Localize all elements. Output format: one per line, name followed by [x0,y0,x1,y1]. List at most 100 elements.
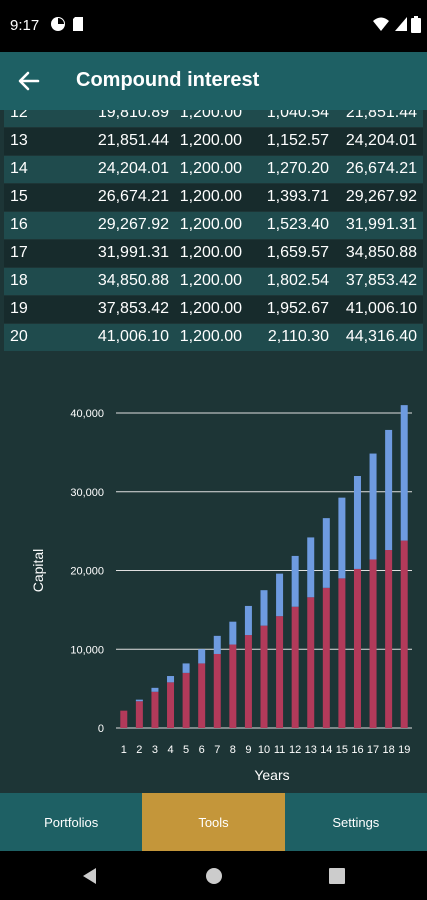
bar-series-0 [276,616,284,728]
tab-portfolios[interactable]: Portfolios [0,793,143,851]
bar-series-1 [307,537,315,598]
x-tick-label: 13 [305,744,317,756]
tab-settings-label: Settings [332,814,380,830]
x-tick-label: 2 [136,744,142,756]
table-cell: 2,110.30 [267,328,329,345]
bar-series-1 [338,497,346,579]
x-tick-label: 9 [245,744,251,756]
bar-series-0 [338,578,346,728]
tab-settings[interactable]: Settings [284,793,427,851]
table-cell: 1,393.71 [266,188,329,205]
x-tick-label: 12 [289,744,301,756]
bar-series-0 [291,606,299,728]
x-tick-label: 18 [383,744,395,756]
table-cell: 41,006.10 [97,328,169,345]
bar-series-0 [182,672,190,728]
bar-series-1 [385,429,393,551]
bar-series-0 [135,701,143,728]
table-cell: 34,850.88 [97,272,169,289]
table-row: 19 37,853.42 1,200.00 1,952.67 41,006.10 [4,296,423,323]
table-cell: 26,674.21 [345,160,417,177]
table-cell: 26,674.21 [97,188,169,205]
table-cell: 15 [10,188,28,205]
table-cell: 31,991.31 [97,244,169,261]
back-arrow-icon[interactable] [12,64,46,98]
table-cell: 1,270.20 [266,160,329,177]
battery-icon [411,16,421,33]
status-bar: 9:17 [0,0,427,52]
table-cell: 20 [10,328,28,345]
y-axis-label: Capital [30,549,46,593]
table-cell: 1,200.00 [179,110,242,121]
bar-series-1 [353,476,361,569]
y-tick-label: 30,000 [70,487,104,499]
bar-series-1 [182,663,190,673]
x-tick-label: 3 [152,744,158,756]
nav-home-icon[interactable] [205,867,223,885]
page-title: Compound interest [76,69,260,91]
tab-tools[interactable]: Tools [142,793,285,851]
x-tick-label: 11 [274,744,285,756]
nav-recents-icon[interactable] [329,868,345,884]
table-cell: 1,200.00 [179,244,242,261]
bar-series-1 [322,518,330,588]
table-cell: 44,316.40 [345,328,417,345]
x-tick-label: 1 [121,744,127,756]
table-cell: 1,200.00 [179,300,242,317]
tab-tools-label: Tools [198,814,229,830]
bar-series-0 [307,597,315,728]
bar-series-1 [276,573,284,617]
app-bar: Compound interest [0,52,427,110]
table-cell: 31,991.31 [345,216,417,233]
x-tick-label: 8 [230,744,236,756]
table-row: 14 24,204.01 1,200.00 1,270.20 26,674.21 [4,156,423,183]
table-cell: 37,853.42 [97,300,169,317]
table-cell: 19,810.89 [97,110,169,121]
table-row: 16 29,267.92 1,200.00 1,523.40 31,991.31 [4,212,423,239]
bar-series-1 [151,687,159,692]
bar-series-0 [244,635,252,728]
table-row: 12 19,810.89 1,200.00 1,040.54 21,851.44 [4,110,423,127]
bar-series-1 [260,590,268,626]
table-row: 13 21,851.44 1,200.00 1,152.57 24,204.01 [4,128,423,155]
bar-series-0 [167,682,175,728]
x-tick-label: 19 [398,744,410,756]
bar-series-0 [322,587,330,728]
bar-series-1 [229,621,237,645]
table-cell: 14 [10,160,28,177]
nav-back-icon[interactable] [82,867,98,885]
table-cell: 1,200.00 [179,272,242,289]
x-tick-label: 16 [351,744,363,756]
table-cell: 1,152.57 [266,132,329,149]
app-notification-icon [51,17,65,31]
y-tick-label: 20,000 [70,566,104,578]
table-row: 15 26,674.21 1,200.00 1,393.71 29,267.92 [4,184,423,211]
bar-series-0 [353,568,361,728]
bar-series-1 [369,453,377,560]
bar-series-1 [400,405,408,541]
table-cell: 1,523.40 [266,216,329,233]
table-cell: 1,952.67 [266,300,329,317]
bar-series-1 [135,699,143,702]
bar-series-0 [385,550,393,728]
table-cell: 29,267.92 [345,188,417,205]
table-cell: 1,200.00 [179,160,242,177]
table-cell: 34,850.88 [345,244,417,261]
y-tick-label: 10,000 [70,644,104,656]
system-nav-bar [0,851,427,900]
bar-series-0 [369,559,377,728]
table-cell: 18 [10,272,28,289]
x-tick-label: 15 [336,744,348,756]
table-cell: 29,267.92 [97,216,169,233]
bar-series-1 [198,649,206,664]
bottom-nav: Portfolios Tools Settings [0,793,427,851]
bar-series-0 [120,710,128,728]
x-tick-label: 10 [258,744,270,756]
table-cell: 41,006.10 [345,300,417,317]
status-time: 9:17 [10,17,40,34]
table-cell: 1,040.54 [266,110,329,121]
x-axis-label: Years [254,767,289,783]
table-row: 18 34,850.88 1,200.00 1,802.54 37,853.42 [4,268,423,295]
bar-series-1 [167,676,175,683]
